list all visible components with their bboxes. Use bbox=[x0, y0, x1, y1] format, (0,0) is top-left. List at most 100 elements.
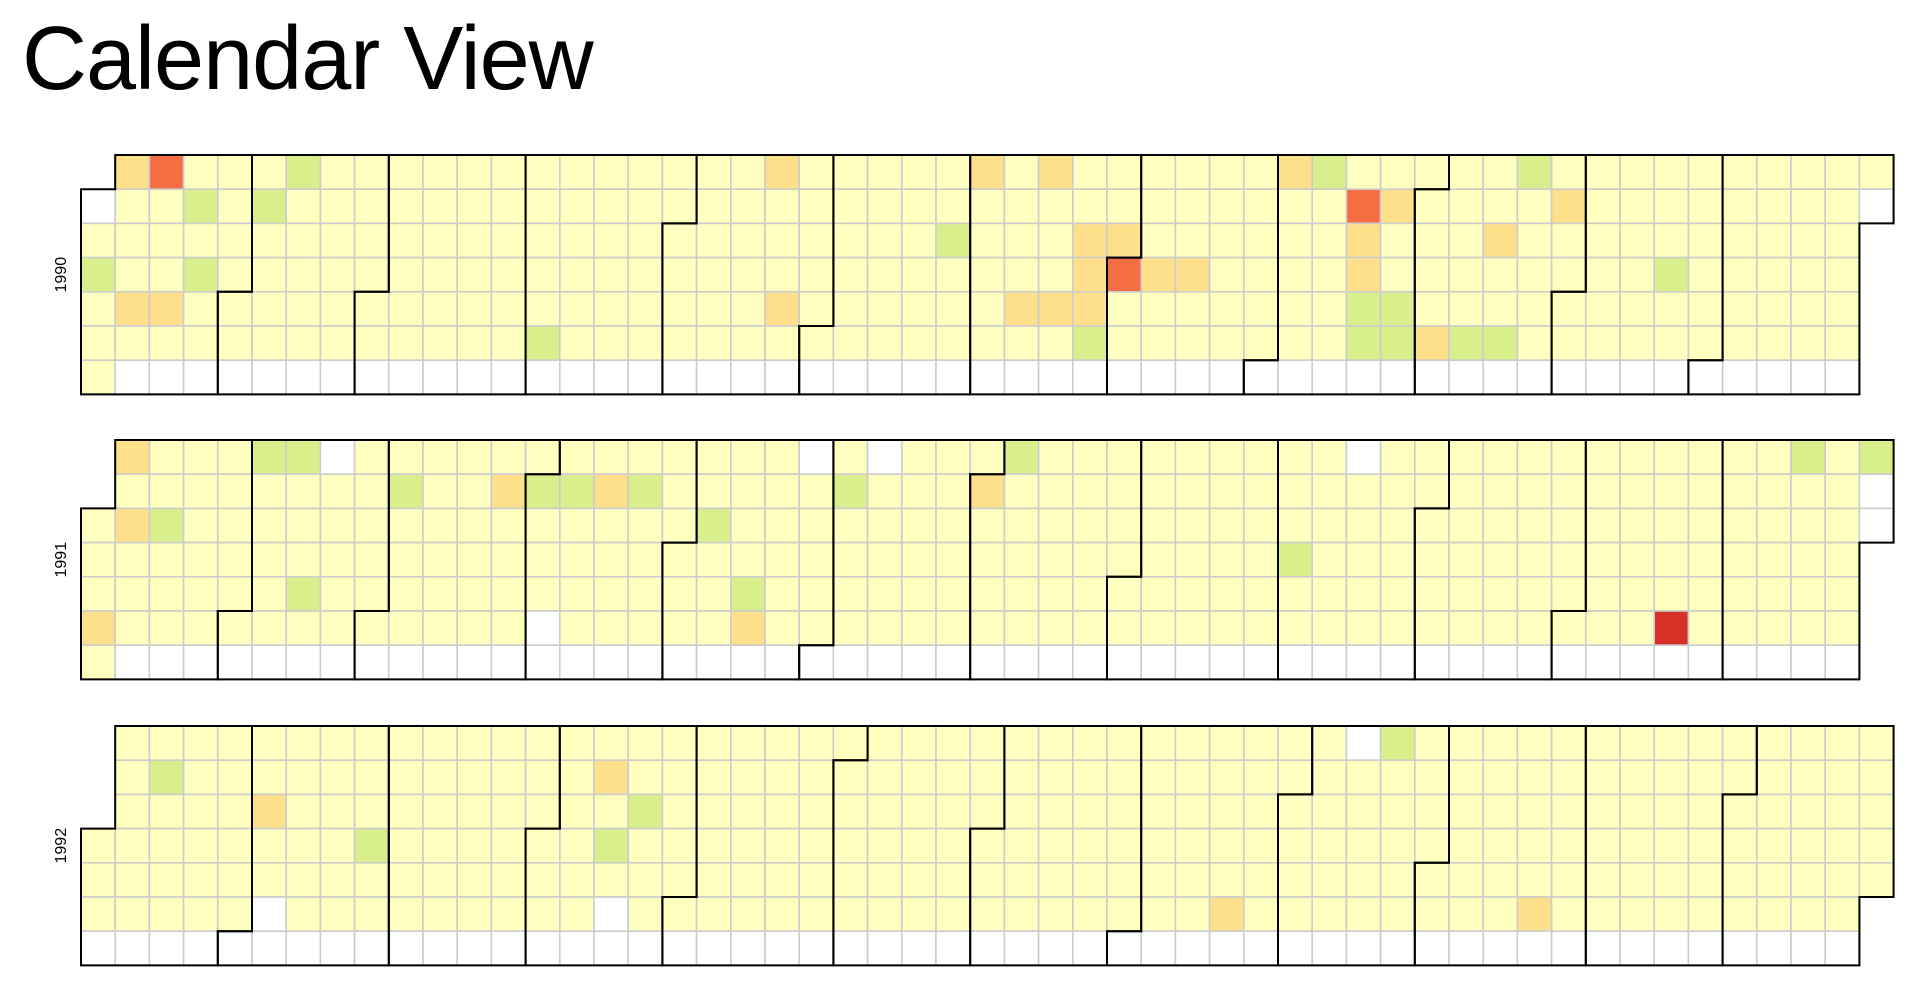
day-cell bbox=[1482, 793, 1519, 830]
day-cell bbox=[1790, 861, 1827, 898]
day-cell bbox=[1208, 759, 1245, 796]
day-cell bbox=[1277, 507, 1314, 544]
day-cell bbox=[1756, 188, 1792, 225]
day-cell bbox=[1824, 188, 1861, 225]
day-cell bbox=[1721, 930, 1758, 967]
day-cell bbox=[1345, 154, 1382, 191]
day-cell bbox=[1072, 507, 1108, 544]
day-cell bbox=[1756, 793, 1792, 830]
day-cell bbox=[490, 154, 527, 191]
day-cell bbox=[1516, 793, 1553, 830]
day-cell bbox=[319, 725, 356, 762]
day-cell bbox=[1140, 725, 1177, 762]
day-cell bbox=[1653, 896, 1690, 933]
day-cell bbox=[1516, 896, 1553, 933]
day-cell bbox=[1208, 896, 1245, 933]
day-cell bbox=[1790, 575, 1827, 612]
day-cell bbox=[695, 154, 732, 191]
day-cell bbox=[217, 793, 253, 830]
day-cell bbox=[524, 759, 561, 796]
day-cell bbox=[798, 827, 835, 864]
day-cell bbox=[1311, 154, 1348, 191]
day-cell bbox=[1448, 154, 1485, 191]
day-cell bbox=[1790, 793, 1827, 830]
day-cell bbox=[319, 896, 356, 933]
day-cell bbox=[387, 188, 424, 225]
day-cell bbox=[1379, 325, 1416, 362]
year-label: 1990 bbox=[53, 257, 70, 293]
day-cell bbox=[422, 827, 459, 864]
day-cell bbox=[1756, 507, 1792, 544]
day-cell bbox=[1790, 644, 1827, 681]
day-cell bbox=[80, 507, 117, 544]
day-cell bbox=[217, 930, 253, 967]
day-cell bbox=[729, 359, 766, 396]
day-cell bbox=[456, 290, 493, 327]
day-cell bbox=[729, 290, 766, 327]
day-cell bbox=[764, 610, 801, 647]
day-cell bbox=[285, 154, 322, 191]
day-cell bbox=[422, 507, 459, 544]
day-cell bbox=[798, 861, 835, 898]
day-cell bbox=[1790, 759, 1827, 796]
day-cell bbox=[558, 541, 595, 578]
day-cell bbox=[80, 541, 117, 578]
day-cell bbox=[319, 256, 356, 293]
day-cell bbox=[1687, 793, 1724, 830]
day-cell bbox=[1003, 325, 1040, 362]
day-cell bbox=[593, 827, 630, 864]
day-cell bbox=[593, 541, 630, 578]
day-cell bbox=[1106, 827, 1143, 864]
day-cell bbox=[1072, 290, 1108, 327]
day-cell bbox=[285, 930, 322, 967]
day-cell bbox=[114, 575, 151, 612]
day-cell bbox=[832, 610, 869, 647]
day-cell bbox=[900, 759, 937, 796]
day-cell bbox=[1414, 930, 1450, 967]
day-cell bbox=[1448, 575, 1485, 612]
day-cell bbox=[593, 793, 630, 830]
day-cell bbox=[1653, 541, 1690, 578]
day-cell bbox=[695, 896, 732, 933]
day-cell bbox=[217, 222, 253, 259]
day-cell bbox=[524, 325, 561, 362]
day-cell bbox=[1824, 793, 1861, 830]
day-cell bbox=[524, 222, 561, 259]
day-cell bbox=[114, 507, 151, 544]
day-cell bbox=[1345, 439, 1382, 476]
day-cell bbox=[1414, 359, 1450, 396]
day-cell bbox=[798, 325, 835, 362]
day-cell bbox=[114, 610, 151, 647]
day-cell bbox=[1653, 222, 1690, 259]
day-cell bbox=[1448, 188, 1485, 225]
day-cell bbox=[729, 222, 766, 259]
day-cell bbox=[319, 861, 356, 898]
day-cell bbox=[80, 575, 117, 612]
day-cell bbox=[1277, 473, 1314, 510]
day-cell bbox=[1653, 861, 1690, 898]
day-cell bbox=[935, 644, 972, 681]
day-cell bbox=[1072, 793, 1108, 830]
day-cell bbox=[182, 154, 219, 191]
day-cell bbox=[1106, 896, 1143, 933]
day-cell bbox=[217, 290, 253, 327]
day-cell bbox=[593, 759, 630, 796]
day-cell bbox=[1003, 725, 1040, 762]
day-cell bbox=[1585, 541, 1621, 578]
day-cell bbox=[866, 222, 903, 259]
day-cell bbox=[1448, 290, 1485, 327]
day-cell bbox=[900, 644, 937, 681]
day-cell bbox=[1414, 793, 1450, 830]
day-cell bbox=[1790, 541, 1827, 578]
day-cell bbox=[969, 575, 1006, 612]
month-outline bbox=[1687, 154, 1895, 396]
day-cell bbox=[1003, 256, 1040, 293]
day-cell bbox=[387, 473, 424, 510]
day-cell bbox=[593, 222, 630, 259]
day-cell bbox=[1516, 359, 1553, 396]
day-cell bbox=[1037, 610, 1074, 647]
day-cell bbox=[1756, 222, 1792, 259]
day-cell bbox=[1072, 154, 1108, 191]
day-cell bbox=[80, 359, 117, 396]
day-cell bbox=[1277, 154, 1314, 191]
